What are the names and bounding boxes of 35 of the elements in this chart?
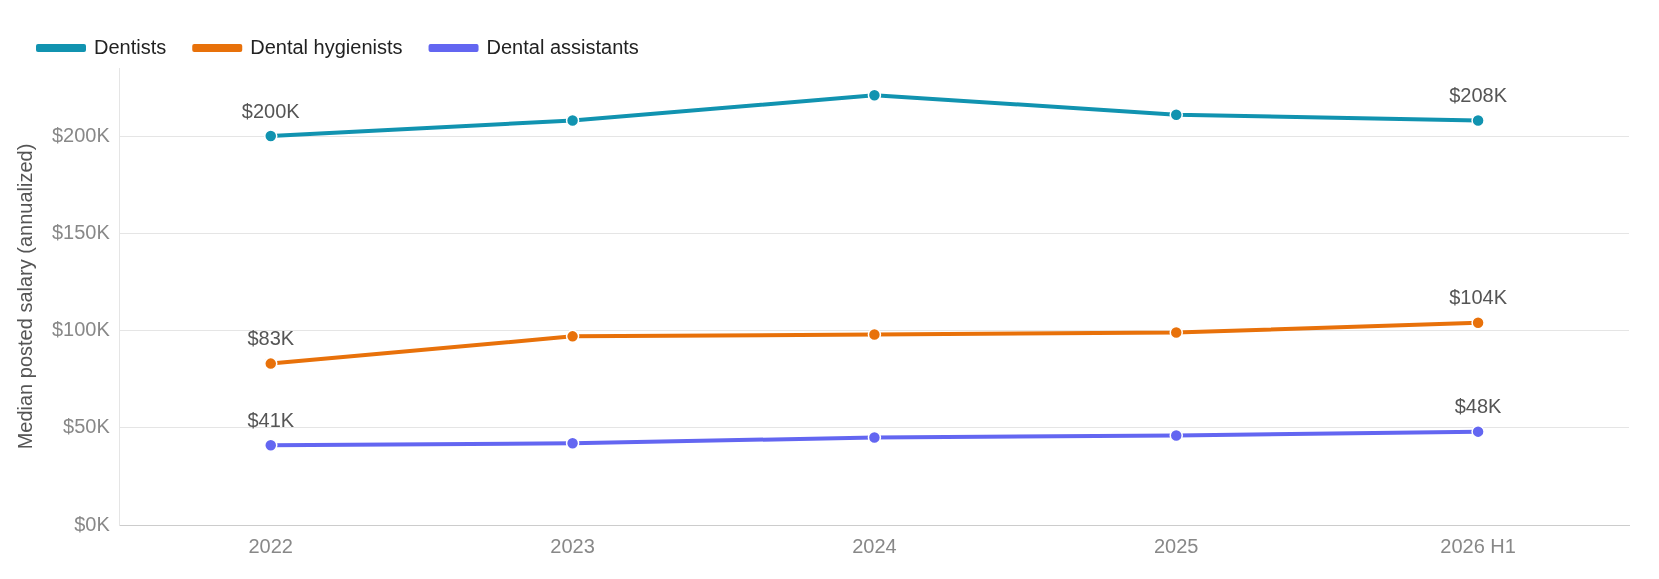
y-tick-label: $50K <box>63 415 111 438</box>
point <box>1471 316 1485 330</box>
data-label: $83K <box>247 327 295 350</box>
data-label: $104K <box>1449 286 1508 309</box>
point <box>565 436 580 451</box>
point <box>264 129 278 143</box>
x-tick-label: 2023 <box>550 534 595 557</box>
point <box>565 113 580 128</box>
point <box>1471 424 1485 439</box>
point <box>565 329 580 344</box>
point <box>1471 113 1485 128</box>
y-axis-title: Median posted salary (annualized) <box>13 143 36 450</box>
point <box>867 327 882 342</box>
point <box>264 438 278 453</box>
x-tick-label: 2022 <box>248 534 293 557</box>
legend-label: Dental assistants <box>486 35 639 58</box>
y-tick-label: $0K <box>74 512 111 535</box>
data-label: $41K <box>247 408 295 431</box>
x-tick-label: 2025 <box>1154 534 1199 557</box>
y-tick-label: $100K <box>51 318 111 341</box>
point <box>867 88 882 102</box>
point <box>867 430 882 445</box>
legend-label: Dental hygienists <box>250 35 403 58</box>
data-label: $48K <box>1454 395 1503 418</box>
x-tick-label: 2026 H1 <box>1440 534 1516 557</box>
point <box>264 356 278 371</box>
y-tick-label: $200K <box>51 123 111 146</box>
x-tick-label: 2024 <box>852 534 897 557</box>
y-tick-label: $150K <box>51 220 111 243</box>
legend-label: Dentists <box>94 35 167 58</box>
point <box>1169 325 1183 340</box>
point <box>1169 107 1183 122</box>
point <box>1169 428 1183 443</box>
data-label: $200K <box>241 99 301 122</box>
data-label: $208K <box>1449 84 1508 107</box>
